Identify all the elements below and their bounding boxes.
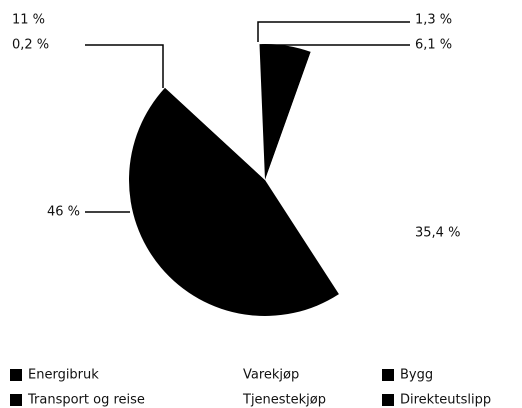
data-label: 11 %	[12, 13, 45, 28]
leader-line	[257, 21, 410, 42]
data-label: 1,3 %	[415, 13, 452, 28]
legend-label: Bygg	[400, 368, 433, 383]
legend-label: Direkteutslipp	[400, 393, 491, 408]
legend-label: Transport og reise	[27, 393, 145, 408]
legend-swatch	[10, 369, 22, 381]
data-label: 35,4 %	[415, 226, 460, 241]
legend-label: Varekjøp	[243, 368, 299, 383]
legend-swatch	[225, 369, 237, 381]
leader-line	[85, 44, 164, 88]
legend-swatch	[382, 394, 394, 406]
pie-slice	[248, 44, 265, 180]
pie-slice	[165, 45, 265, 181]
pie-slice	[128, 87, 339, 317]
legend-label: Tjenestekjøp	[242, 393, 326, 408]
legend-swatch	[225, 394, 237, 406]
data-label: 6,1 %	[415, 38, 452, 53]
data-label: 46 %	[47, 205, 80, 220]
legend-label: Energibruk	[28, 368, 99, 383]
pie-slice	[259, 44, 311, 181]
legend-swatch	[382, 369, 394, 381]
data-label: 0,2 %	[12, 38, 49, 53]
pie-slice	[246, 45, 265, 180]
pie-slice	[265, 51, 402, 295]
legend-swatch	[10, 394, 22, 406]
